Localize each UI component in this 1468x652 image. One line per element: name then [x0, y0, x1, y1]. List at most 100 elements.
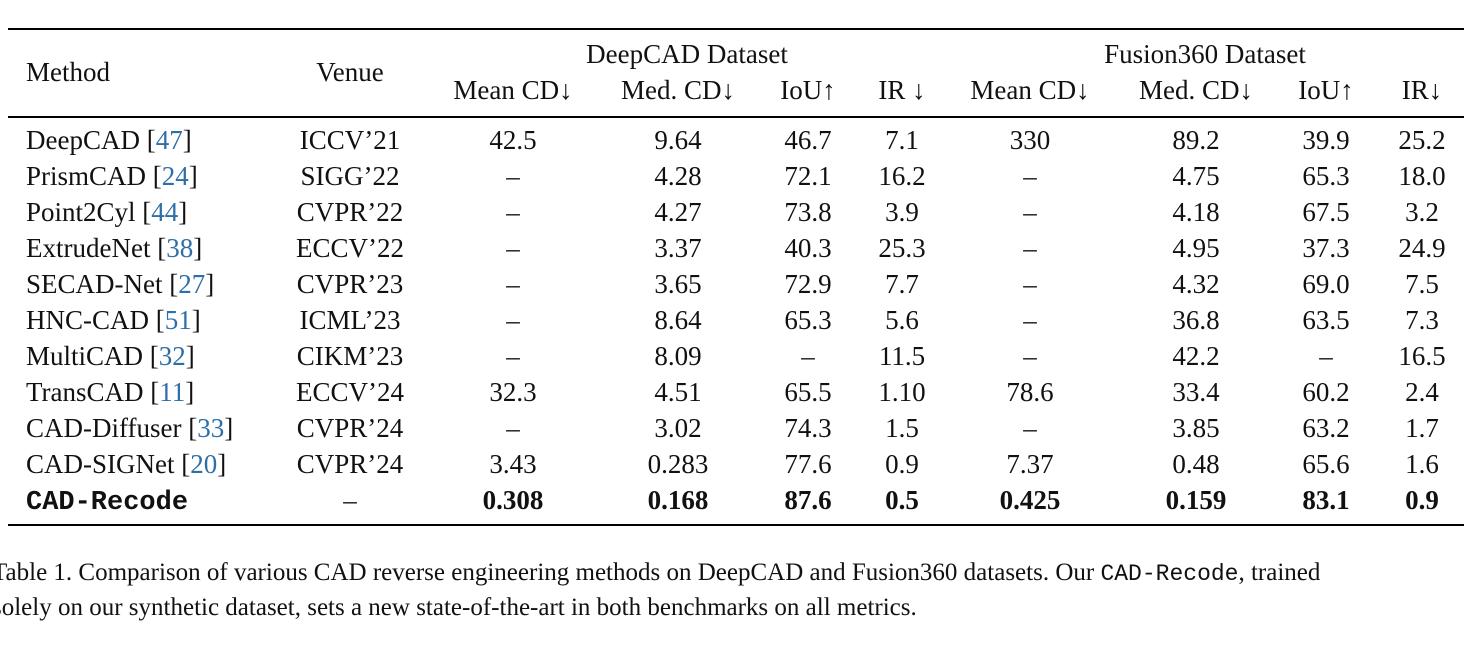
- value-cell: –: [1023, 233, 1037, 263]
- value-cell: 11.5: [878, 341, 926, 371]
- header-metric: Med. CD↓: [621, 75, 735, 105]
- value-cell: 65.3: [784, 305, 832, 335]
- value-cell: 74.3: [784, 413, 832, 443]
- value-cell: 77.6: [784, 449, 832, 479]
- venue-cell: CIKM’23: [296, 341, 404, 371]
- value-cell: 42.5: [489, 125, 537, 155]
- citation-link[interactable]: 51: [164, 305, 192, 335]
- value-cell: –: [506, 269, 520, 299]
- value-cell: 7.7: [885, 269, 919, 299]
- value-cell: 1.7: [1405, 413, 1439, 443]
- venue-cell: ICCV’21: [299, 125, 401, 155]
- citation-link[interactable]: 44: [151, 197, 179, 227]
- value-cell: 4.95: [1172, 233, 1220, 263]
- header-metric: IR ↓: [878, 75, 926, 105]
- group-header-fusion360: Fusion360 Dataset: [1104, 39, 1306, 69]
- method-cell: CAD-Diffuser [33]: [26, 413, 234, 443]
- method-name: CAD-Recode: [26, 488, 189, 518]
- method-cell: Point2Cyl [44]: [26, 197, 188, 227]
- value-cell: 2.4: [1405, 377, 1439, 407]
- method-name: MultiCAD: [26, 341, 144, 371]
- caption-code-name: CAD-Recode: [1100, 561, 1239, 587]
- value-cell: –: [1023, 341, 1037, 371]
- value-cell: –: [506, 413, 520, 443]
- method-name: PrismCAD: [26, 161, 147, 191]
- value-cell: 3.85: [1172, 413, 1220, 443]
- venue-cell: SIGG’22: [300, 161, 400, 191]
- value-cell: 3.02: [654, 413, 702, 443]
- value-cell: 7.5: [1405, 269, 1439, 299]
- value-cell: 42.2: [1172, 341, 1220, 371]
- value-cell: 73.8: [784, 197, 832, 227]
- header-metric: Mean CD↓: [970, 75, 1090, 105]
- value-cell: 4.75: [1172, 161, 1220, 191]
- table-bottom-rule: [8, 524, 1464, 526]
- value-cell: 36.8: [1172, 305, 1220, 335]
- value-cell: –: [1023, 197, 1037, 227]
- value-cell: 78.6: [1006, 377, 1054, 407]
- value-cell: –: [506, 161, 520, 191]
- table-header-rule: [8, 116, 1464, 118]
- value-cell: –: [506, 305, 520, 335]
- value-cell: 3.37: [654, 233, 702, 263]
- value-cell: 1.6: [1405, 449, 1439, 479]
- header-metric: IoU↑: [1298, 75, 1354, 105]
- value-cell: 3.2: [1405, 197, 1439, 227]
- group-header-deepcad: DeepCAD Dataset: [586, 39, 788, 69]
- method-cell: HNC-CAD [51]: [26, 305, 201, 335]
- venue-cell: ECCV’22: [296, 233, 404, 263]
- citation-link[interactable]: 24: [161, 161, 189, 191]
- venue-cell: CVPR’22: [296, 197, 404, 227]
- value-cell: 65.3: [1302, 161, 1350, 191]
- method-name: Point2Cyl: [26, 197, 136, 227]
- citation-link[interactable]: 27: [178, 269, 206, 299]
- value-cell: 3.43: [489, 449, 537, 479]
- value-cell: 0.308: [482, 485, 544, 515]
- method-cell: PrismCAD [24]: [26, 161, 198, 191]
- venue-cell: CVPR’24: [296, 413, 404, 443]
- venue-cell: ICML’23: [299, 305, 401, 335]
- value-cell: 25.3: [878, 233, 926, 263]
- citation-link[interactable]: 38: [166, 233, 194, 263]
- value-cell: 65.5: [784, 377, 832, 407]
- citation-link[interactable]: 47: [155, 125, 183, 155]
- citation-link[interactable]: 33: [197, 413, 225, 443]
- table-caption: Table 1. Comparison of various CAD rever…: [0, 556, 1468, 624]
- value-cell: 60.2: [1302, 377, 1350, 407]
- citation-link[interactable]: 32: [158, 341, 186, 371]
- value-cell: 8.09: [654, 341, 702, 371]
- value-cell: 0.48: [1172, 449, 1220, 479]
- value-cell: 25.2: [1398, 125, 1446, 155]
- value-cell: 83.1: [1302, 485, 1350, 515]
- value-cell: 7.1: [885, 125, 919, 155]
- header-metric: IR↓: [1401, 75, 1443, 105]
- method-cell: CAD-SIGNet [20]: [26, 449, 227, 479]
- citation-link[interactable]: 11: [159, 377, 186, 407]
- value-cell: 40.3: [784, 233, 832, 263]
- method-name: CAD-SIGNet: [26, 449, 175, 479]
- value-cell: 1.5: [885, 413, 919, 443]
- value-cell: 4.18: [1172, 197, 1220, 227]
- value-cell: –: [506, 341, 520, 371]
- value-cell: 69.0: [1302, 269, 1350, 299]
- value-cell: 1.10: [878, 377, 926, 407]
- value-cell: 330: [1009, 125, 1051, 155]
- value-cell: –: [1023, 269, 1037, 299]
- value-cell: 33.4: [1172, 377, 1220, 407]
- value-cell: 72.9: [784, 269, 832, 299]
- value-cell: 89.2: [1172, 125, 1220, 155]
- citation-link[interactable]: 20: [190, 449, 218, 479]
- venue-cell: ECCV’24: [296, 377, 404, 407]
- value-cell: –: [1023, 413, 1037, 443]
- value-cell: –: [506, 197, 520, 227]
- method-cell: CAD-Recode: [26, 484, 188, 519]
- method-name: SECAD-Net: [26, 269, 163, 299]
- value-cell: 3.65: [654, 269, 702, 299]
- value-cell: 0.9: [1405, 485, 1439, 515]
- value-cell: 67.5: [1302, 197, 1350, 227]
- value-cell: 0.168: [647, 485, 709, 515]
- method-cell: DeepCAD [47]: [26, 125, 192, 155]
- venue-cell: CVPR’24: [296, 449, 404, 479]
- method-name: DeepCAD: [26, 125, 140, 155]
- value-cell: 65.6: [1302, 449, 1350, 479]
